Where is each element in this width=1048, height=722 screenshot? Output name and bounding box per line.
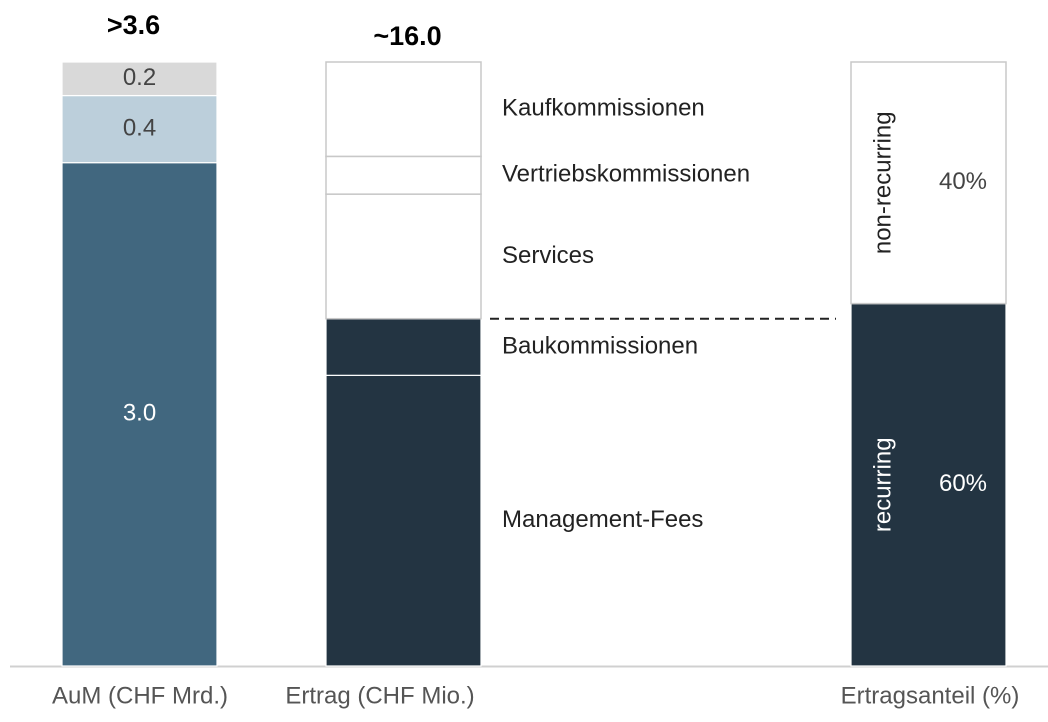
value-label: 40% xyxy=(939,168,987,195)
bar-segment xyxy=(325,374,482,667)
bar-segment xyxy=(61,61,218,97)
value-label: 60% xyxy=(939,470,987,497)
bar-segment xyxy=(325,61,482,158)
segment-name: non-recurring xyxy=(869,111,896,254)
bar-segment xyxy=(325,193,482,320)
bar-segment xyxy=(850,303,1007,667)
bar-segment xyxy=(850,61,1007,305)
total-label: ~16.0 xyxy=(373,21,441,51)
segment-name: Baukommissionen xyxy=(502,332,698,359)
segment-name: Services xyxy=(502,242,594,269)
total-label: >3.6 xyxy=(107,10,160,40)
segment-name: Vertriebskommissionen xyxy=(502,161,750,188)
segment-name: Management-Fees xyxy=(502,506,703,533)
x-category-label: Ertragsanteil (%) xyxy=(841,682,1020,709)
value-label: 0.4 xyxy=(123,114,156,141)
x-category-label: AuM (CHF Mrd.) xyxy=(52,682,228,709)
segment-name: Kaufkommissionen xyxy=(502,95,705,122)
value-label: 3.0 xyxy=(123,400,156,427)
value-label: 0.2 xyxy=(123,64,156,91)
bar-segment xyxy=(325,318,482,376)
bar-segment xyxy=(61,94,218,164)
x-category-label: Ertrag (CHF Mio.) xyxy=(285,682,474,709)
segment-name: recurring xyxy=(869,437,896,532)
bar-segment xyxy=(325,155,482,195)
bar-segment xyxy=(61,162,218,667)
